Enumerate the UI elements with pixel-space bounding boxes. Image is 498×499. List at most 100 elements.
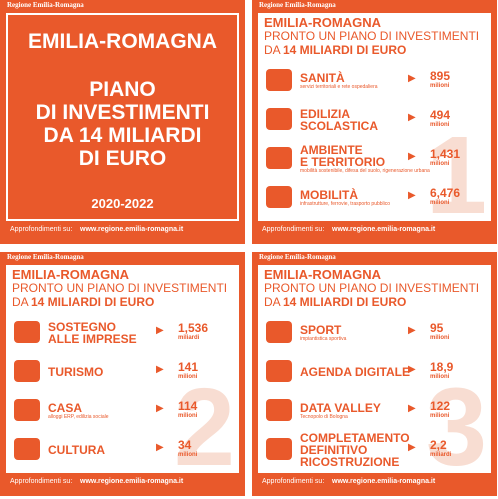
panel: 2 EMILIA-ROMAGNA PRONTO UN PIANO DI INVEST… <box>0 252 245 496</box>
footer-url: www.regione.emilia-romagna.it <box>80 478 184 485</box>
arrow: ▶ <box>408 364 416 375</box>
header-line: PRONTO UN PIANO DI INVESTIMENTI <box>264 29 480 43</box>
icon <box>266 186 292 208</box>
item-label: EDILIZIA <box>300 107 350 121</box>
icon <box>266 399 292 421</box>
arrow: ▶ <box>408 325 416 336</box>
item-unit: milioni <box>430 122 450 128</box>
logo: Regione Emilia-Romagna <box>259 253 336 261</box>
logo: Regione Emilia-Romagna <box>259 1 336 9</box>
item-label: SANITÀ <box>300 70 345 85</box>
cover-years: 2020-2022 <box>91 196 154 211</box>
header-line: 14 MILIARDI DI EURO <box>283 43 407 57</box>
icon <box>266 438 292 460</box>
logo: Regione Emilia-Romagna <box>7 253 84 261</box>
item-value: 114 <box>178 399 198 413</box>
icon <box>266 321 292 343</box>
arrow: ▶ <box>408 73 416 84</box>
item-label: CASA <box>48 400 83 415</box>
icon <box>266 360 292 382</box>
item-value: 141 <box>178 360 199 374</box>
item-unit: milioni <box>430 200 450 206</box>
header-title: EMILIA-ROMAGNA <box>264 267 381 282</box>
cover-panel: Regione Emilia-Romagna Approfondimenti su… <box>0 0 245 244</box>
icon <box>14 321 40 343</box>
item-unit: milioni <box>178 374 198 380</box>
item-note: servizi territoriali e rete ospedaliera <box>300 83 378 90</box>
item-label: DEFINITIVO <box>300 443 368 457</box>
footer-url: www.regione.emilia-romagna.it <box>80 226 184 233</box>
arrow: ▶ <box>156 325 164 336</box>
footer-label: Approfondimenti su: <box>10 226 73 233</box>
logo: Regione Emilia-Romagna <box>7 1 84 9</box>
item-value: 18,9 <box>430 360 454 374</box>
item-label: TURISMO <box>48 365 104 379</box>
content: 3 EMILIA-ROMAGNA PRONTO UN PIANO DI INVEST… <box>258 265 491 489</box>
item-value: 34 <box>178 438 192 452</box>
arrow: ▶ <box>156 403 164 414</box>
icon <box>14 360 40 382</box>
panel: 3 EMILIA-ROMAGNA PRONTO UN PIANO DI INVEST… <box>252 252 497 496</box>
icon <box>14 399 40 421</box>
header-line: PRONTO UN PIANO DI INVESTIMENTI <box>264 281 480 295</box>
item-value: 2,2 <box>430 438 447 452</box>
item-label: RICOSTRUZIONE <box>300 455 400 469</box>
item-value: 95 <box>430 321 444 335</box>
header-line: DA <box>12 295 29 309</box>
page-number: 3 <box>425 366 487 489</box>
item-label: ALLE IMPRESE <box>48 332 137 346</box>
footer-url: www.regione.emilia-romagna.it <box>332 478 436 485</box>
cover-headline: DI EURO <box>78 147 167 170</box>
item-label: SPORT <box>300 322 342 337</box>
arrow: ▶ <box>408 190 416 201</box>
header-line: DA <box>264 43 281 57</box>
frame <box>6 13 239 221</box>
page-number: 1 <box>425 114 487 237</box>
content: 1 EMILIA-ROMAGNA PRONTO UN PIANO DI INVEST… <box>258 13 491 237</box>
item-label: SOSTEGNO <box>48 320 117 334</box>
item-label: CULTURA <box>48 443 106 457</box>
item-value: 1,536 <box>178 321 209 335</box>
icon <box>14 438 40 460</box>
item-unit: milioni <box>430 83 450 89</box>
icon <box>266 147 292 169</box>
item-label: COMPLETAMENTO <box>300 431 410 445</box>
header-line: 14 MILIARDI DI EURO <box>31 295 155 309</box>
item-unit: miliardi <box>178 335 200 341</box>
item-value: 1,431 <box>430 147 461 161</box>
footer-label: Approfondimenti su: <box>10 478 73 485</box>
page-number: 2 <box>173 366 235 489</box>
item-unit: milioni <box>430 413 450 419</box>
header-line: PRONTO UN PIANO DI INVESTIMENTI <box>12 281 228 295</box>
icon <box>266 108 292 130</box>
header-line: 14 MILIARDI DI EURO <box>283 295 407 309</box>
item-label: MOBILITÀ <box>300 187 358 202</box>
item-value: 895 <box>430 69 451 83</box>
arrow: ▶ <box>156 442 164 453</box>
arrow: ▶ <box>408 112 416 123</box>
item-unit: milioni <box>430 161 450 167</box>
item-value: 6,476 <box>430 186 461 200</box>
item-unit: milioni <box>430 374 450 380</box>
arrow: ▶ <box>408 442 416 453</box>
content: 2 EMILIA-ROMAGNA PRONTO UN PIANO DI INVEST… <box>6 265 239 489</box>
item-unit: milioni <box>430 335 450 341</box>
panel: 1 EMILIA-ROMAGNA PRONTO UN PIANO DI INVEST… <box>252 0 497 244</box>
arrow: ▶ <box>408 151 416 162</box>
arrow: ▶ <box>408 403 416 414</box>
cover-headline: DA 14 MILIARDI <box>43 124 202 147</box>
item-value: 122 <box>430 399 451 413</box>
item-note: mobilità sostenibile, difesa del suolo, … <box>300 167 430 174</box>
item-note: Tecnopolo di Bologna <box>300 413 348 420</box>
icon <box>266 69 292 91</box>
item-unit: milioni <box>178 413 198 419</box>
cover-headline: DI INVESTIMENTI <box>35 101 210 124</box>
item-note: impiantistica sportiva <box>300 335 347 342</box>
item-label: E TERRITORIO <box>300 154 386 169</box>
item-unit: milioni <box>178 452 198 458</box>
item-value: 494 <box>430 108 451 122</box>
item-note: alloggi ERP, edilizia sociale <box>48 413 109 420</box>
footer-label: Approfondimenti su: <box>262 226 325 233</box>
item-label: AGENDA DIGITALE <box>300 365 410 379</box>
